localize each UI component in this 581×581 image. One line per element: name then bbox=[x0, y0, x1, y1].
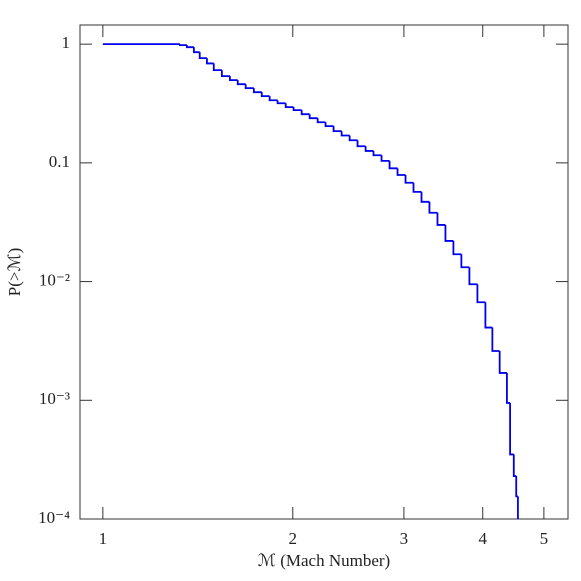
step-segment bbox=[244, 84, 254, 90]
step-segment bbox=[436, 212, 446, 226]
step-segment bbox=[484, 302, 493, 329]
y-tick-label: 10⁻² bbox=[39, 270, 70, 289]
y-tick-label: 10⁻³ bbox=[39, 389, 70, 408]
step-segment bbox=[308, 114, 318, 120]
step-segment bbox=[316, 118, 326, 124]
step-segment bbox=[515, 476, 518, 498]
step-segment bbox=[509, 402, 514, 456]
step-segment bbox=[179, 44, 187, 47]
step-segment bbox=[468, 267, 478, 286]
step-segment bbox=[412, 182, 422, 193]
step-segment bbox=[212, 63, 222, 72]
y-tick-label: 10⁻⁴ bbox=[38, 508, 70, 527]
y-tick-label: 0.1 bbox=[49, 152, 70, 171]
step-segment bbox=[380, 155, 390, 162]
step-segment bbox=[420, 191, 430, 203]
step-segment bbox=[276, 100, 286, 105]
step-segment bbox=[491, 327, 500, 352]
step-segment bbox=[284, 103, 294, 108]
step-segment bbox=[498, 351, 507, 374]
step-segment bbox=[292, 107, 302, 112]
step-segment bbox=[476, 284, 486, 304]
x-tick-label: 4 bbox=[478, 529, 487, 548]
step-segment bbox=[186, 45, 194, 49]
x-tick-label: 5 bbox=[540, 529, 549, 548]
x-tick-label: 3 bbox=[400, 529, 409, 548]
step-segment bbox=[388, 160, 398, 170]
step-segment bbox=[268, 96, 278, 102]
step-segment bbox=[300, 110, 310, 116]
step-segment bbox=[332, 126, 342, 133]
step-segment bbox=[428, 201, 438, 214]
step-segment bbox=[396, 168, 406, 176]
step-segment bbox=[220, 70, 230, 78]
step-segment bbox=[364, 146, 374, 152]
step-segment bbox=[444, 224, 454, 242]
x-tick-label: 1 bbox=[99, 529, 108, 548]
step-segment bbox=[229, 76, 238, 81]
step-segment bbox=[324, 122, 334, 128]
x-tick-label: 2 bbox=[289, 529, 298, 548]
step-segment bbox=[340, 131, 350, 137]
y-axis-label: P(>ℳ) bbox=[5, 248, 24, 297]
step-segment bbox=[260, 92, 270, 98]
step-segment bbox=[236, 80, 246, 86]
step-segment bbox=[356, 140, 366, 148]
step-segment bbox=[506, 372, 511, 404]
step-segment bbox=[460, 254, 470, 269]
step-segment bbox=[192, 47, 200, 54]
step-segment bbox=[348, 135, 358, 142]
step-segment bbox=[198, 52, 207, 60]
step-segment bbox=[404, 175, 414, 184]
plot-frame bbox=[79, 24, 569, 520]
step-segment bbox=[452, 240, 462, 256]
step-segment bbox=[252, 88, 262, 94]
x-axis-label: ℳ (Mach Number) bbox=[258, 551, 390, 570]
step-segment bbox=[512, 454, 517, 477]
step-segment bbox=[206, 58, 214, 65]
y-tick-label: 1 bbox=[62, 33, 71, 52]
step-segment bbox=[372, 150, 382, 157]
